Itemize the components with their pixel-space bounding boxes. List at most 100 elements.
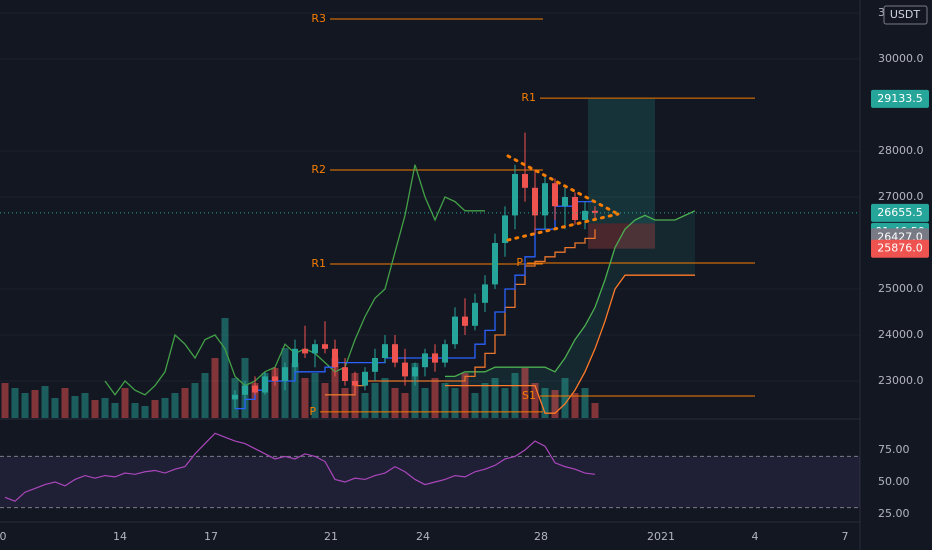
rsi-tick-label: 25.00 [878, 507, 910, 520]
volume-bar [521, 368, 529, 418]
volume-bar [591, 403, 599, 418]
candle-body [592, 210, 598, 213]
candle-body [302, 348, 308, 354]
volume-bar [101, 398, 109, 418]
price-tick-label: 24000.0 [878, 328, 924, 341]
candle-body [452, 316, 458, 345]
unit-box [883, 5, 928, 25]
volume-bar [91, 400, 99, 418]
position-target [588, 98, 655, 224]
candle-body [292, 348, 298, 368]
volume-bar [111, 403, 119, 418]
price-tick-label: 25000.0 [878, 282, 924, 295]
candle-body [542, 183, 548, 216]
volume-bar [31, 390, 39, 418]
volume-bar [421, 388, 429, 418]
volume-bar [161, 398, 169, 418]
candle-body [532, 187, 538, 216]
base-line [325, 229, 596, 396]
candle-body [282, 367, 288, 381]
volume-bar [121, 388, 129, 418]
volume-bar [451, 388, 459, 418]
volume-bar [541, 388, 549, 418]
volume-bar [71, 396, 79, 418]
volume-bar [321, 383, 329, 418]
volume-bar [551, 390, 559, 418]
price-tick-label: 3 [878, 6, 885, 19]
candle-body [522, 174, 528, 188]
volume-bar [531, 383, 539, 418]
unit-label: USDT [890, 8, 921, 21]
pivot-label: R1 [311, 257, 326, 270]
price-tag [871, 203, 929, 222]
price-tick-label: 27000.0 [878, 190, 924, 203]
candle-body [562, 197, 568, 207]
candle-body [402, 362, 408, 377]
span_a-line [445, 210, 696, 378]
volume-bar [61, 388, 69, 418]
candle-body [332, 348, 338, 368]
volume-bar [271, 368, 279, 418]
volume-bar [381, 378, 389, 418]
candle-body [482, 284, 488, 303]
volume-bar [81, 393, 89, 418]
time-label: 21 [324, 530, 338, 543]
volume-bar [181, 388, 189, 418]
pivot-label: R2 [311, 163, 326, 176]
volume-bar [501, 388, 509, 418]
candle-body [232, 394, 238, 400]
candle-body [262, 376, 268, 393]
volume-bar [581, 388, 589, 418]
volume-bar [21, 393, 29, 418]
time-label: 24 [416, 530, 430, 543]
candle-body [372, 358, 378, 372]
price-axis: 3 30000.0 28000.0 27000.0 25000.0 24000.0 2300… [871, 5, 929, 387]
rsi-line [4, 432, 596, 502]
price-tag-label: 25876.0 [877, 242, 923, 255]
pivot-label: S1 [522, 389, 536, 402]
pivot-label: R3 [311, 12, 326, 25]
price-tag-label: 26655.5 [877, 206, 923, 219]
candle-body [492, 243, 498, 285]
candle-body [582, 210, 588, 220]
triangle-drawing [506, 154, 620, 242]
rsi-band [0, 456, 860, 508]
volume-bar [371, 383, 379, 418]
volume-bar [431, 378, 439, 418]
candle-body [392, 344, 398, 363]
price-pane: R3 R2 R1 P R1 P S1 [0, 12, 860, 418]
time-label: 2021 [647, 530, 675, 543]
volume-bar [351, 373, 359, 418]
volume-bar [261, 373, 269, 418]
volume-bar [291, 363, 299, 418]
volume-bar [471, 393, 479, 418]
volume-bar [561, 378, 569, 418]
candle-body [352, 381, 358, 386]
volume-bar [461, 373, 469, 418]
time-label: 28 [534, 530, 548, 543]
candle-body [432, 353, 438, 363]
candle-body [552, 183, 558, 207]
candle-body [322, 344, 328, 349]
volume-bar [331, 358, 339, 418]
candle-body [382, 344, 388, 358]
volume-bar [221, 318, 229, 418]
volume-bar [301, 378, 309, 418]
time-axis: 0 14 17 21 24 28 2021 4 7 [0, 530, 849, 543]
price-tick-label: 28000.0 [878, 144, 924, 157]
volume-bar [441, 383, 449, 418]
candle-body [462, 316, 468, 326]
candle-body [252, 385, 258, 393]
price-tag [871, 89, 929, 108]
volume-bar [481, 383, 489, 418]
volume-bar [391, 388, 399, 418]
candle-body [412, 367, 418, 377]
volume-bar [141, 406, 149, 418]
volume-bar [131, 403, 139, 418]
volume-bar [341, 388, 349, 418]
volume-bar [151, 400, 159, 418]
price-tag-label: 29133.5 [877, 92, 923, 105]
candle-body [242, 385, 248, 395]
